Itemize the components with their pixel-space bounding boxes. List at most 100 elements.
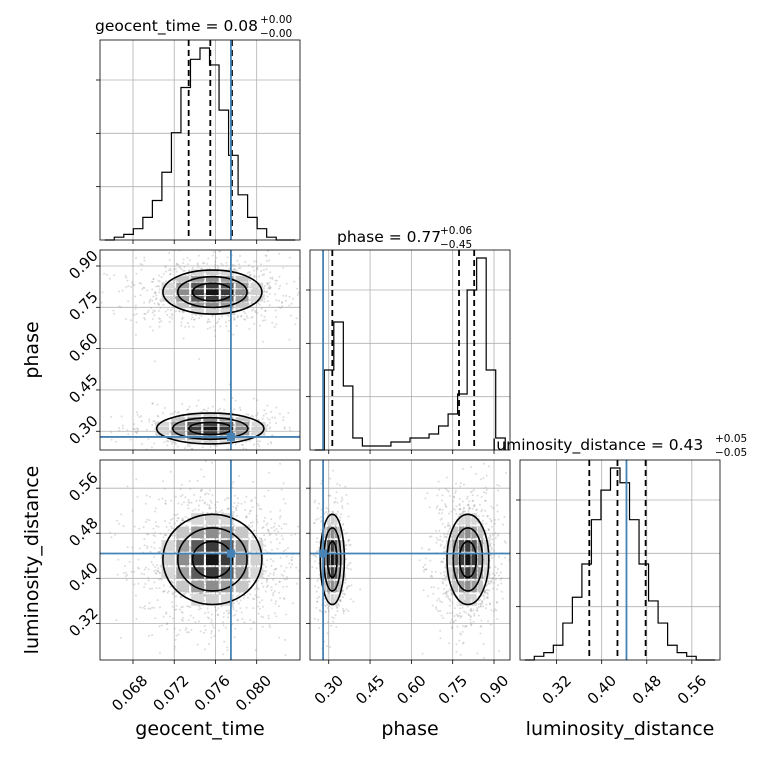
- sample-point: [95, 287, 97, 289]
- sample-point: [305, 597, 307, 599]
- sample-point: [168, 316, 171, 319]
- sample-point: [272, 578, 275, 581]
- sample-point: [171, 605, 174, 608]
- sample-point: [494, 522, 496, 525]
- density-cell: [330, 526, 334, 539]
- sample-point: [190, 629, 193, 631]
- sample-point: [459, 616, 462, 619]
- density-cell: [330, 553, 334, 566]
- sample-point: [435, 608, 438, 611]
- sample-point: [274, 612, 276, 615]
- sample-point: [339, 599, 342, 601]
- sample-point: [456, 625, 459, 628]
- sample-point: [262, 245, 264, 247]
- sample-point: [200, 489, 202, 492]
- sample-point: [489, 623, 492, 626]
- sample-point: [169, 518, 172, 521]
- sample-point: [235, 506, 238, 509]
- sample-point: [240, 315, 243, 318]
- sample-point: [249, 593, 252, 596]
- sample-point: [181, 517, 184, 520]
- sample-point: [170, 309, 173, 312]
- sample-point: [330, 624, 333, 627]
- sample-point: [269, 421, 272, 424]
- sample-point: [265, 291, 268, 293]
- sample-point: [480, 625, 483, 628]
- sample-point: [316, 579, 319, 582]
- sample-point: [501, 597, 504, 600]
- sample-point: [201, 425, 204, 428]
- sample-point: [471, 494, 474, 497]
- sample-point: [336, 501, 339, 504]
- sample-point: [153, 302, 156, 305]
- sample-point: [327, 592, 330, 595]
- sample-point: [248, 298, 250, 301]
- sample-point: [218, 318, 221, 320]
- sample-point: [483, 597, 486, 600]
- sample-point: [189, 528, 192, 531]
- sample-point: [176, 537, 179, 540]
- sample-point: [171, 412, 174, 415]
- sample-point: [327, 507, 330, 510]
- sample-point: [274, 583, 277, 586]
- sample-point: [349, 561, 352, 564]
- sample-point: [188, 501, 191, 504]
- sample-point: [156, 403, 159, 406]
- sample-point: [441, 509, 444, 511]
- sample-point: [154, 298, 157, 301]
- sample-point: [143, 301, 146, 304]
- sample-point: [184, 515, 187, 518]
- sample-point: [155, 285, 158, 288]
- sample-point: [439, 508, 442, 511]
- sample-point: [195, 404, 198, 407]
- sample-point: [455, 643, 458, 646]
- sample-point: [352, 600, 355, 603]
- tick-label-y-phase-3: 0.75: [65, 288, 101, 324]
- sample-point: [282, 294, 285, 297]
- sample-point: [311, 566, 314, 569]
- sample-point: [233, 424, 235, 427]
- sample-point: [489, 580, 492, 583]
- sample-point: [283, 426, 286, 429]
- sample-point: [247, 524, 250, 527]
- sample-point: [432, 586, 435, 589]
- sample-point: [281, 301, 284, 304]
- sample-point: [318, 595, 321, 598]
- sample-point: [493, 581, 496, 584]
- sample-point: [263, 409, 266, 412]
- sample-point: [157, 567, 160, 570]
- sample-point: [166, 628, 169, 631]
- sample-point: [468, 507, 471, 510]
- sample-point: [209, 326, 212, 329]
- sample-point: [115, 440, 118, 443]
- sample-point: [252, 308, 255, 311]
- sample-point: [279, 556, 282, 559]
- sample-point: [226, 508, 229, 511]
- sample-point: [314, 560, 317, 563]
- sample-point: [249, 627, 252, 630]
- sample-point: [181, 311, 184, 314]
- sample-point: [439, 629, 442, 632]
- density-cell: [161, 289, 175, 295]
- density-cell: [323, 526, 327, 539]
- sample-point: [167, 529, 170, 532]
- sample-point: [279, 285, 282, 287]
- sample-point: [430, 586, 433, 589]
- density-cell: [220, 269, 234, 276]
- density-cell: [187, 426, 202, 431]
- sample-point: [304, 526, 306, 528]
- density-cell: [471, 594, 477, 606]
- sample-point: [289, 429, 292, 432]
- sample-point: [183, 265, 186, 268]
- sample-point: [491, 533, 494, 536]
- sample-point: [455, 650, 458, 653]
- sample-point: [149, 551, 152, 553]
- sample-point: [154, 507, 157, 510]
- sample-point: [340, 513, 343, 516]
- sample-point: [204, 594, 207, 597]
- sample-point: [239, 266, 242, 269]
- sample-point: [270, 586, 273, 589]
- sample-point: [453, 607, 456, 610]
- sample-point: [452, 507, 455, 510]
- sample-point: [324, 601, 327, 604]
